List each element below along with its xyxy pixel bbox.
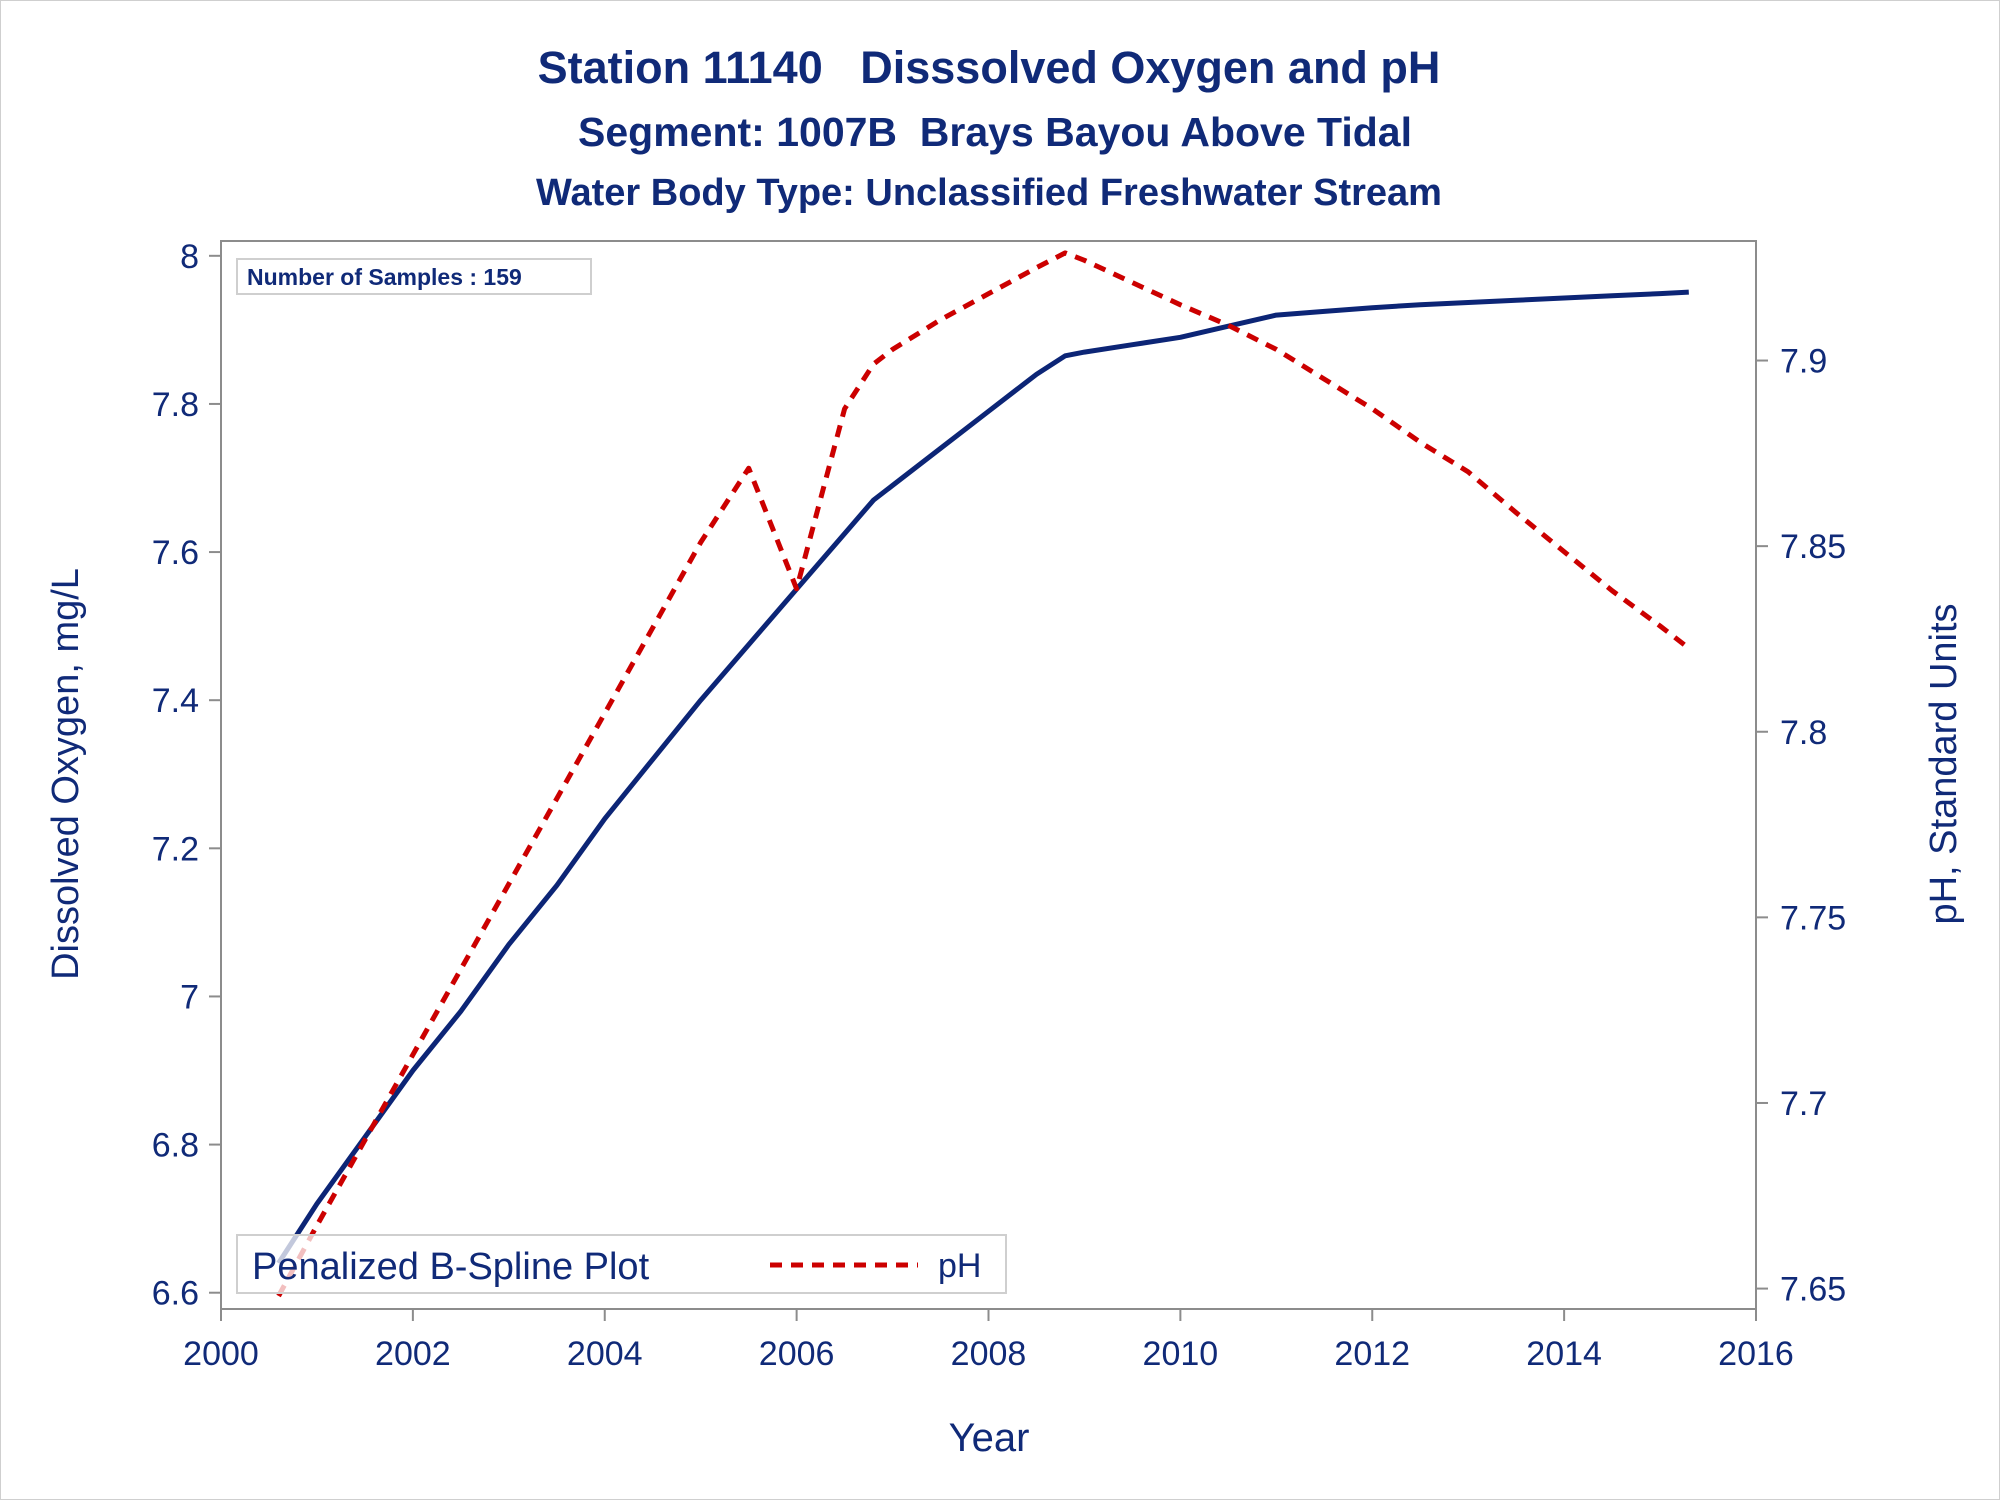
y-axis-label: Dissolved Oxygen, mg/L (45, 568, 87, 980)
y-axis-right: 7.65 7.7 7.75 7.8 7.85 7.9 (1756, 343, 1846, 1309)
y-tick-label: 7.8 (152, 386, 199, 424)
x-tick-label: 2016 (1718, 1335, 1794, 1373)
x-axis-label: Year (949, 1416, 1030, 1460)
plot-area (220, 240, 1757, 1310)
chart-subtitle-2: Water Body Type: Unclassified Freshwater… (536, 172, 1442, 214)
legend-label-ph: pH (938, 1247, 981, 1285)
y-axis-left: 6.6 6.8 7 7.2 7.4 7.6 7.8 8 (152, 238, 221, 1313)
x-tick-label: 2000 (183, 1335, 259, 1373)
y2-tick-label: 7.85 (1780, 528, 1846, 566)
y2-axis-label: pH, Standard Units (1923, 603, 1965, 924)
legend-title: Penalized B-Spline Plot (252, 1246, 650, 1288)
x-tick-label: 2004 (567, 1335, 643, 1373)
inset-label: Number of Samples : 159 (247, 264, 522, 290)
chart-title: Station 11140 Disssolved Oxygen and pH (538, 42, 1441, 93)
series-line-ph (276, 250, 1691, 1298)
x-tick-label: 2006 (759, 1335, 835, 1373)
chart-subtitle: Segment: 1007B Brays Bayou Above Tidal (578, 109, 1412, 155)
y-tick-label: 7.2 (152, 830, 199, 868)
x-tick-label: 2012 (1334, 1335, 1410, 1373)
y-tick-label: 8 (180, 238, 199, 276)
y2-tick-label: 7.8 (1780, 714, 1827, 752)
y-tick-label: 6.8 (152, 1127, 199, 1165)
x-tick-label: 2014 (1526, 1335, 1602, 1373)
y2-tick-label: 7.65 (1780, 1271, 1846, 1309)
y2-tick-label: 7.7 (1780, 1085, 1827, 1123)
x-tick-label: 2010 (1143, 1335, 1219, 1373)
x-axis: 2000 2002 2004 2006 2008 2010 2012 2014 2016 (183, 1309, 1794, 1373)
x-tick-label: 2008 (951, 1335, 1027, 1373)
y-tick-label: 7 (180, 978, 199, 1016)
y-tick-label: 7.6 (152, 534, 199, 572)
y-tick-label: 7.4 (152, 682, 199, 720)
y-tick-label: 6.6 (152, 1275, 199, 1313)
series-layer (276, 250, 1691, 1298)
series-line-do (276, 289, 1689, 1265)
y2-tick-label: 7.75 (1780, 899, 1846, 937)
inset-box (236, 258, 592, 295)
x-tick-label: 2002 (375, 1335, 451, 1373)
y2-tick-label: 7.9 (1780, 343, 1827, 381)
